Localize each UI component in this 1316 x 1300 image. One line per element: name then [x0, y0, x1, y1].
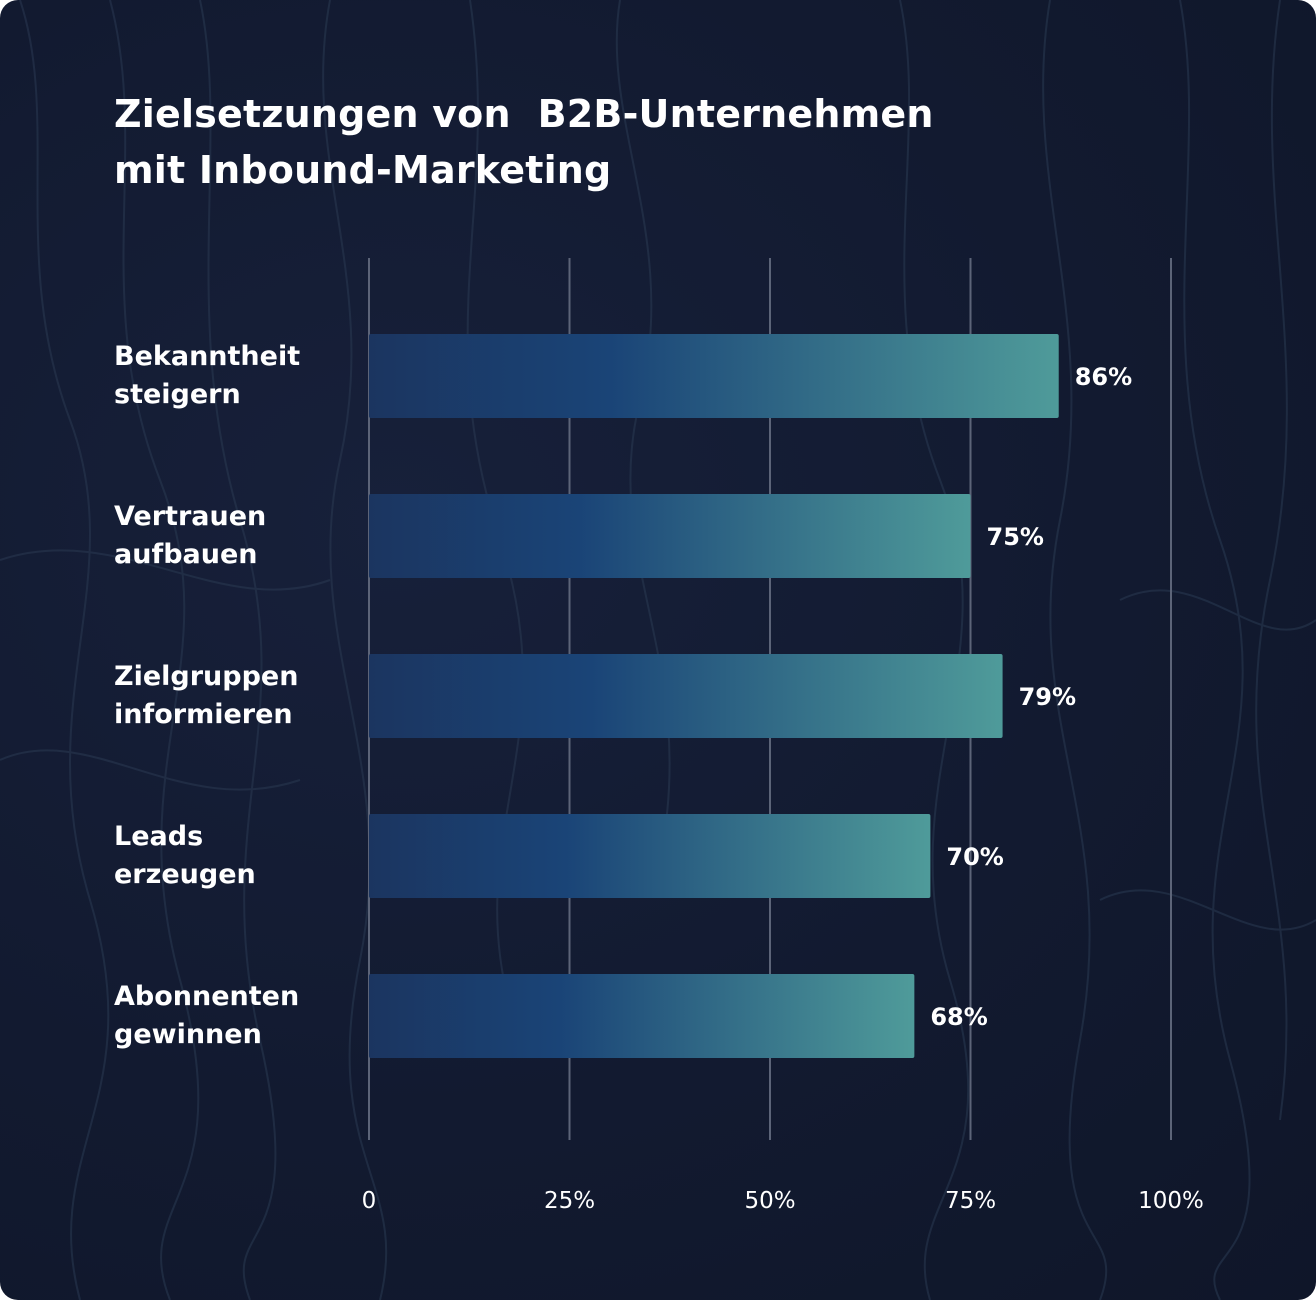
chart-title-line-1: Zielsetzungen von B2B-Unternehmen [114, 92, 934, 136]
value-label: 86% [1075, 363, 1132, 391]
category-label: Leads erzeugen [114, 821, 256, 890]
category-label-line: aufbauen [114, 539, 258, 570]
labels: 0 25% 50% 75% 100% 86% Bekanntheit steigern 75% V… [114, 341, 1204, 1214]
bar [369, 494, 971, 578]
category-label: Abonnenten gewinnen [114, 981, 299, 1050]
category-label-line: Vertrauen [114, 501, 266, 532]
category-label-line: gewinnen [114, 1019, 262, 1050]
x-tick-label: 25% [544, 1188, 595, 1214]
value-label: 79% [1019, 683, 1076, 711]
category-label-line: Bekanntheit [114, 341, 300, 372]
bar [369, 974, 915, 1058]
category-label: Zielgruppen informieren [114, 661, 298, 730]
bar [369, 654, 1003, 738]
bar [369, 814, 931, 898]
bar [369, 334, 1059, 418]
value-label: 68% [930, 1003, 987, 1031]
x-tick-label: 100% [1138, 1188, 1204, 1214]
value-label: 75% [987, 523, 1044, 551]
chart-title-line-2: mit Inbound-Marketing [114, 148, 612, 192]
category-label-line: steigern [114, 379, 241, 410]
x-tick-label: 50% [744, 1188, 795, 1214]
category-label: Bekanntheit steigern [114, 341, 300, 410]
x-tick-label: 0 [362, 1188, 377, 1214]
category-label: Vertrauen aufbauen [114, 501, 266, 570]
bars [369, 334, 1059, 1058]
category-label-line: Abonnenten [114, 981, 299, 1012]
category-label-line: informieren [114, 699, 293, 730]
category-label-line: Zielgruppen [114, 661, 298, 692]
value-label: 70% [946, 843, 1003, 871]
chart-title: Zielsetzungen von B2B-Unternehmen mit In… [114, 86, 1014, 198]
category-label-line: erzeugen [114, 859, 256, 890]
category-label-line: Leads [114, 821, 203, 852]
x-tick-label: 75% [945, 1188, 996, 1214]
